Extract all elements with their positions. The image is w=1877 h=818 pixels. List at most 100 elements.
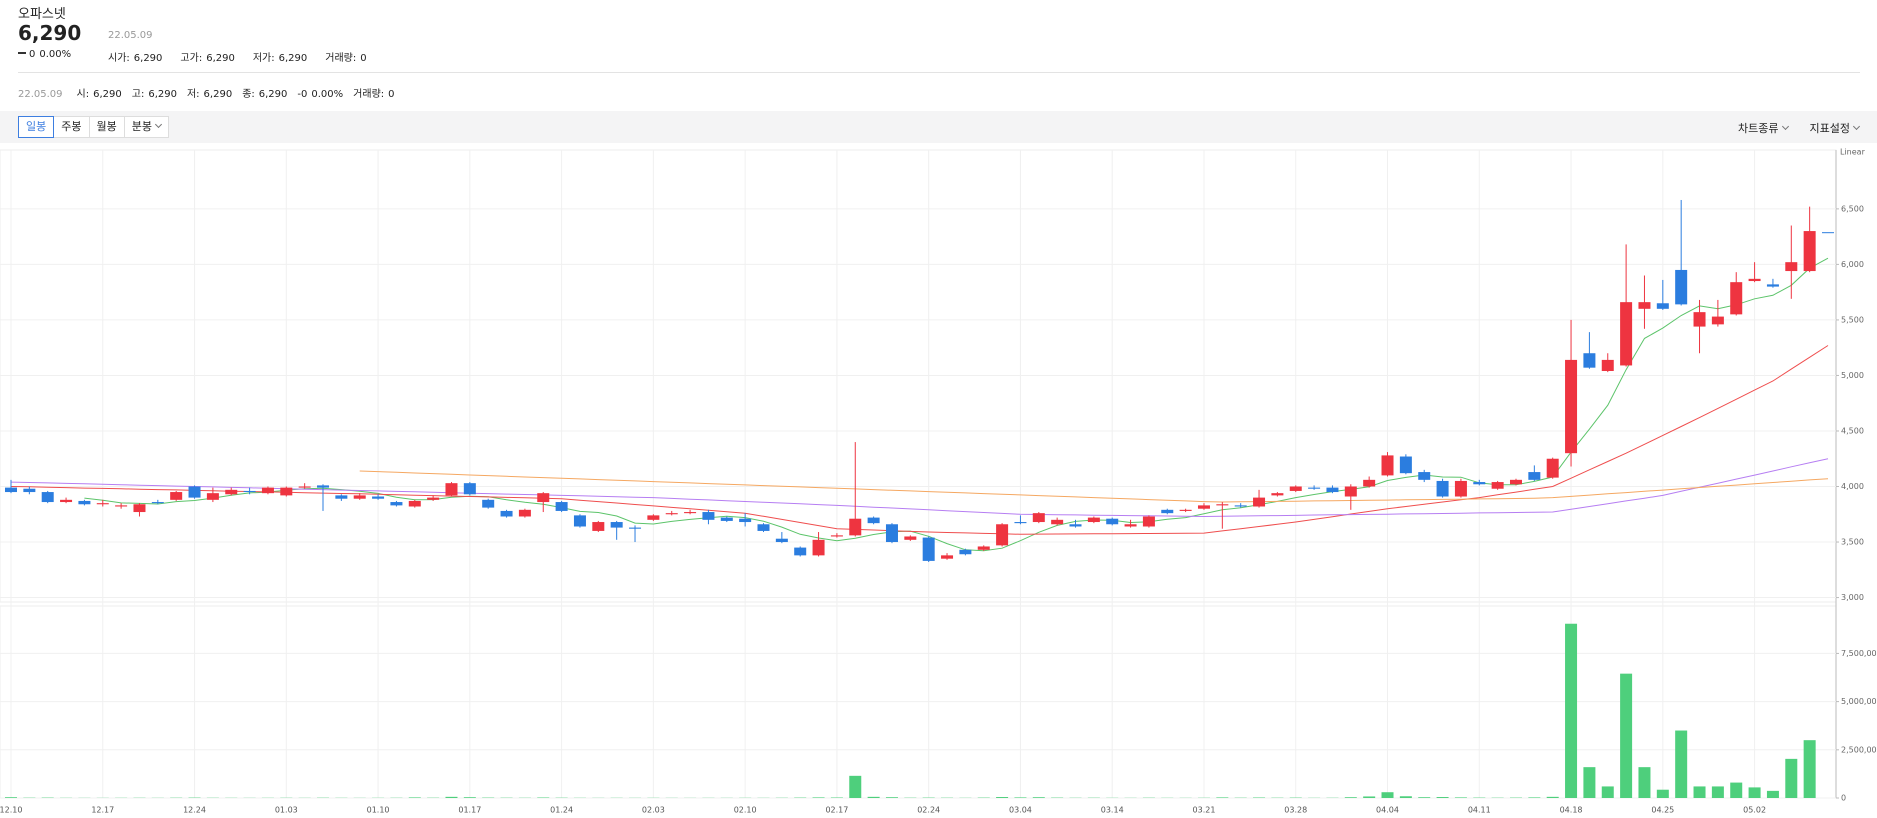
info-item: 거래량: 0 [353, 85, 398, 100]
candle-body [830, 535, 843, 537]
candle-body [41, 492, 54, 503]
stat-label: 거래량: [325, 53, 357, 64]
candle-body [665, 513, 678, 515]
volume-bar [1454, 797, 1467, 798]
candle-body [720, 517, 733, 521]
volume-bar [1381, 792, 1394, 798]
candle-body [959, 549, 972, 555]
info-value: 0 [388, 89, 395, 100]
candle-body [1473, 482, 1486, 485]
candle-body [812, 539, 825, 556]
x-tick-label: 01.03 [275, 806, 298, 815]
candle-body [941, 555, 954, 559]
candle-body [1344, 486, 1357, 497]
candle-body [1620, 302, 1633, 366]
volume-bar [1546, 796, 1559, 798]
candle-body [1069, 524, 1082, 527]
y-tick-label: 6,500 [1841, 204, 1864, 213]
x-tick-label: 04.25 [1651, 806, 1674, 815]
moving-average-line [359, 470, 1829, 503]
x-tick-label: 12.10 [0, 806, 22, 815]
candle-body [904, 536, 917, 540]
volume-bar [849, 775, 862, 798]
stat-label: 저가: [252, 53, 275, 64]
candle-body [1308, 487, 1321, 489]
candle-body [1051, 519, 1064, 525]
stat-value: 0 [360, 53, 367, 64]
x-tick-label: 03.14 [1101, 806, 1124, 815]
candle-body [555, 502, 568, 511]
x-tick-label: 04.11 [1468, 806, 1491, 815]
x-tick-label: 12.24 [183, 806, 206, 815]
info-item: 시: 6,290 [77, 85, 126, 100]
candle-body [1087, 517, 1100, 523]
stats: 시가: 6,290 고가: 6,290 저가: 6,290 거래량: 0 [108, 49, 385, 64]
x-tick-label: 01.10 [367, 806, 390, 815]
candle-body [1271, 493, 1284, 496]
x-tick-label: 03.21 [1193, 806, 1216, 815]
volume-bar [1399, 796, 1412, 798]
x-tick-label: 03.28 [1284, 806, 1307, 815]
info-label: 저: [186, 89, 200, 100]
x-tick-label: 02.10 [734, 806, 757, 815]
candle-body [1454, 480, 1467, 497]
x-tick-label: 04.18 [1560, 806, 1583, 815]
change: 0 [29, 49, 36, 60]
candle-body [757, 524, 770, 531]
candle-body [1216, 504, 1229, 506]
candle-body [408, 500, 421, 507]
period-tab[interactable]: 월봉 [88, 116, 125, 138]
candle-body [1822, 232, 1834, 234]
period-tab[interactable]: 분봉 [123, 116, 169, 138]
info-label: 거래량: [353, 89, 385, 100]
volume-bar [1565, 623, 1578, 798]
stat-label: 고가: [180, 53, 203, 64]
period-tab[interactable]: 일봉 [18, 116, 55, 138]
candle-body [353, 495, 366, 499]
stat: 저가: 6,290 [253, 49, 311, 64]
change-rate: 0.00% [39, 49, 72, 60]
x-tick-label: 04.04 [1376, 806, 1399, 815]
volume-tick-label: 7,500,000 [1841, 649, 1877, 658]
info-item: 저: 6,290 [187, 85, 236, 100]
volume-bar [1363, 796, 1376, 798]
candle-body [1253, 497, 1266, 507]
candle-body [1656, 303, 1669, 309]
candle-body [482, 499, 495, 508]
candle-body [151, 502, 164, 504]
candle-body [1381, 455, 1394, 476]
volume-bar [1436, 797, 1449, 798]
price: 6,290 [18, 21, 82, 45]
candle-body [78, 500, 91, 505]
candle-body [1179, 509, 1192, 511]
candle-body [867, 517, 880, 524]
candle-body [1399, 456, 1412, 474]
candle-body [445, 483, 458, 496]
y-tick-label: 5,000 [1841, 371, 1864, 380]
scale-type: Linear [1840, 148, 1866, 157]
candle-body [1565, 359, 1578, 454]
volume-tick-label: 5,000,000 [1841, 697, 1877, 706]
candle-body [977, 546, 990, 550]
candle-body [500, 510, 513, 517]
stat-label: 시가: [108, 53, 130, 64]
candle-body [647, 515, 660, 520]
volume-bar [1748, 787, 1761, 798]
candle-body [335, 495, 348, 499]
menu-button[interactable]: 지표설정 [1810, 122, 1859, 135]
volume-bar [1803, 740, 1816, 798]
candle-body [775, 538, 788, 543]
candle-body [794, 547, 807, 556]
volume-bar [1216, 797, 1229, 798]
info-bar: 22.05.09 시: 6,290 고: 6,290 저: 6,290 종: 6,290 -0 0… [18, 85, 405, 100]
candle-body [188, 486, 201, 498]
info-value: 6,290 [93, 89, 122, 100]
moving-average-line [10, 345, 1829, 535]
volume-bar [1656, 789, 1669, 798]
menu-button[interactable]: 차트종류 [1738, 122, 1787, 135]
candle-body [518, 509, 531, 517]
candle-body [1106, 518, 1119, 525]
x-tick-label: 02.03 [642, 806, 665, 815]
candle-body [1693, 312, 1706, 327]
candle-body [573, 515, 586, 527]
